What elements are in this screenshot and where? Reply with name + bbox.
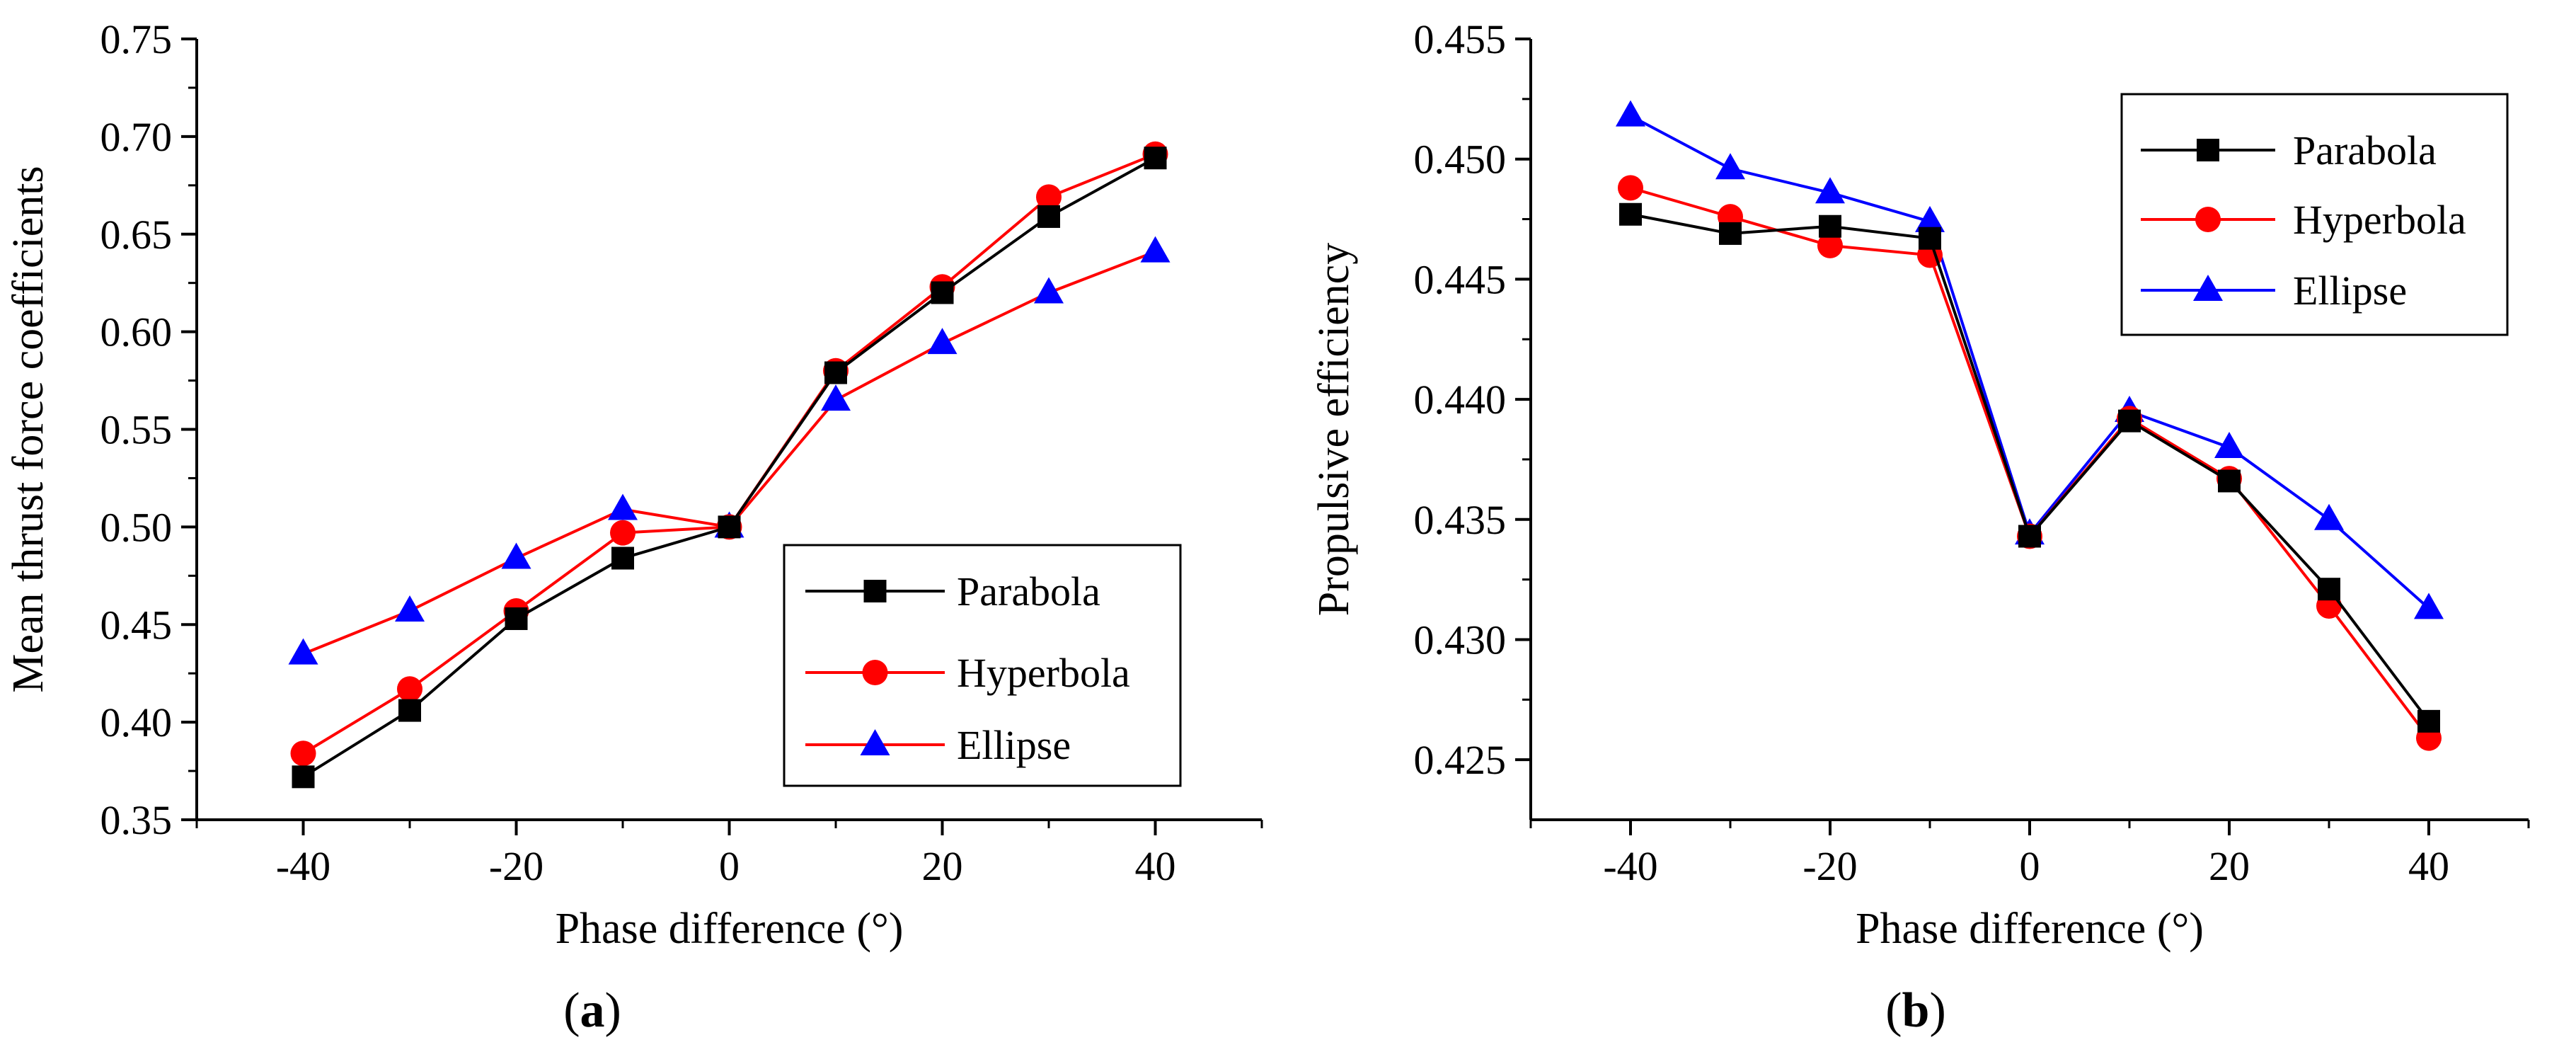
series-parabola-a xyxy=(292,147,1167,789)
data-point-ellipse-b xyxy=(1915,205,1945,232)
data-point-parabola-b xyxy=(2417,709,2440,733)
data-point-parabola-a xyxy=(505,607,528,630)
legend-marker-ellipse-a xyxy=(860,729,890,755)
y-tick-label-b: 0.445 xyxy=(1414,256,1507,302)
data-point-parabola-a xyxy=(1037,205,1060,228)
legend-marker-parabola-b xyxy=(2197,139,2219,161)
data-point-parabola-b xyxy=(2318,578,2340,601)
data-point-ellipse-a xyxy=(821,384,851,411)
x-tick-label-b: 20 xyxy=(2209,843,2250,889)
data-point-parabola-b xyxy=(2218,469,2241,493)
panel-label-a: (a) xyxy=(563,983,621,1038)
series-parabola-b xyxy=(1619,202,2440,733)
x-tick-label-b: 0 xyxy=(2020,843,2040,889)
data-point-parabola-b xyxy=(1819,214,1841,238)
y-tick-label-b: 0.440 xyxy=(1414,377,1507,423)
legend-label-hyperbola-a: Hyperbola xyxy=(957,650,1130,696)
legend-marker-parabola-a xyxy=(863,580,887,602)
data-point-ellipse-a xyxy=(927,328,958,355)
x-tick-label-b: -20 xyxy=(1802,843,1857,889)
legend-box-b xyxy=(2120,93,2509,336)
data-point-ellipse-b xyxy=(1616,100,1645,127)
data-point-ellipse-a xyxy=(608,493,638,520)
x-tick-label-a: 40 xyxy=(1135,843,1176,889)
y-tick-label-b: 0.430 xyxy=(1414,617,1507,663)
x-axis-title-b: Phase difference (°) xyxy=(1856,905,2204,953)
data-point-parabola-a xyxy=(611,547,634,570)
y-tick-label-a: 0.40 xyxy=(100,699,173,745)
data-point-hyperbola-b xyxy=(1618,175,1643,201)
legend-marker-hyperbola-b xyxy=(2195,207,2221,232)
data-point-hyperbola-a xyxy=(1036,184,1062,210)
data-point-parabola-a xyxy=(718,515,741,539)
legend-marker-ellipse-b xyxy=(2193,275,2223,301)
y-tick-label-b: 0.455 xyxy=(1414,16,1507,62)
panel-label-b: (b) xyxy=(1885,983,1946,1038)
chart-a: -40 -20 0 20 40 0.35 0.40 0.45 0.50 0.55 0.60 0.65 0… xyxy=(4,16,1263,953)
data-point-ellipse-a xyxy=(1140,236,1171,263)
y-tick-label-a: 0.60 xyxy=(100,309,173,355)
data-point-hyperbola-a xyxy=(610,520,636,546)
y-tick-label-a: 0.65 xyxy=(100,212,173,258)
data-point-parabola-b xyxy=(2018,525,2041,548)
y-tick-label-a: 0.55 xyxy=(100,407,173,453)
data-point-ellipse-b xyxy=(1715,153,1745,180)
x-tick-label-a: -40 xyxy=(276,843,330,889)
data-point-ellipse-b xyxy=(2214,431,2244,458)
data-point-parabola-b xyxy=(2118,409,2141,433)
y-tick-label-b: 0.450 xyxy=(1414,137,1507,183)
x-tick-label-a: 20 xyxy=(922,843,963,889)
data-point-parabola-b xyxy=(1719,222,1742,245)
y-tick-label-a: 0.45 xyxy=(100,602,173,648)
data-point-ellipse-a xyxy=(288,638,318,665)
data-point-hyperbola-a xyxy=(290,740,316,767)
y-axis-title-a: Mean thrust force coefficients xyxy=(4,166,52,692)
x-tick-label-a: -20 xyxy=(489,843,544,889)
legend-label-ellipse-b: Ellipse xyxy=(2293,268,2407,314)
x-tick-label-b: 40 xyxy=(2408,843,2449,889)
legend-label-hyperbola-b: Hyperbola xyxy=(2293,197,2466,243)
legend-a: Parabola Hyperbola Ellipse xyxy=(783,544,1182,787)
y-tick-label-a: 0.75 xyxy=(100,16,173,62)
legend-label-ellipse-a: Ellipse xyxy=(957,722,1071,768)
data-point-parabola-b xyxy=(1619,202,1642,226)
y-tick-label-a: 0.50 xyxy=(100,504,173,550)
data-point-parabola-a xyxy=(1144,147,1167,170)
data-point-parabola-a xyxy=(398,699,421,722)
data-point-parabola-a xyxy=(824,361,847,384)
y-tick-label-a: 0.70 xyxy=(100,114,173,160)
data-point-parabola-b xyxy=(1919,227,1941,250)
data-point-ellipse-b xyxy=(1815,177,1845,204)
chart-b: -40 -20 0 20 40 0.425 0.430 0.435 0.440 0.445 0.45… xyxy=(1310,16,2530,953)
y-tick-label-b: 0.425 xyxy=(1414,737,1507,783)
data-point-ellipse-b xyxy=(2414,593,2444,619)
legend-b: Parabola Hyperbola Ellipse xyxy=(2120,93,2509,336)
x-tick-label-a: 0 xyxy=(719,843,740,889)
y-axis-title-b: Propulsive efficiency xyxy=(1310,243,1358,616)
y-tick-label-a: 0.35 xyxy=(100,797,173,843)
data-point-ellipse-b xyxy=(2314,503,2344,530)
data-point-ellipse-a xyxy=(395,595,425,622)
data-point-hyperbola-b xyxy=(1817,232,1843,258)
data-point-ellipse-a xyxy=(1034,277,1064,304)
data-point-ellipse-a xyxy=(501,542,531,569)
legend-label-parabola-b: Parabola xyxy=(2293,127,2437,173)
data-point-parabola-a xyxy=(931,281,954,304)
data-point-parabola-a xyxy=(292,765,315,789)
x-axis-title-a: Phase difference (°) xyxy=(556,905,904,953)
legend-label-parabola-a: Parabola xyxy=(957,568,1100,614)
y-tick-label-b: 0.435 xyxy=(1414,497,1507,543)
data-point-hyperbola-a xyxy=(397,676,422,702)
x-tick-label-b: -40 xyxy=(1603,843,1657,889)
legend-marker-hyperbola-a xyxy=(862,660,888,685)
